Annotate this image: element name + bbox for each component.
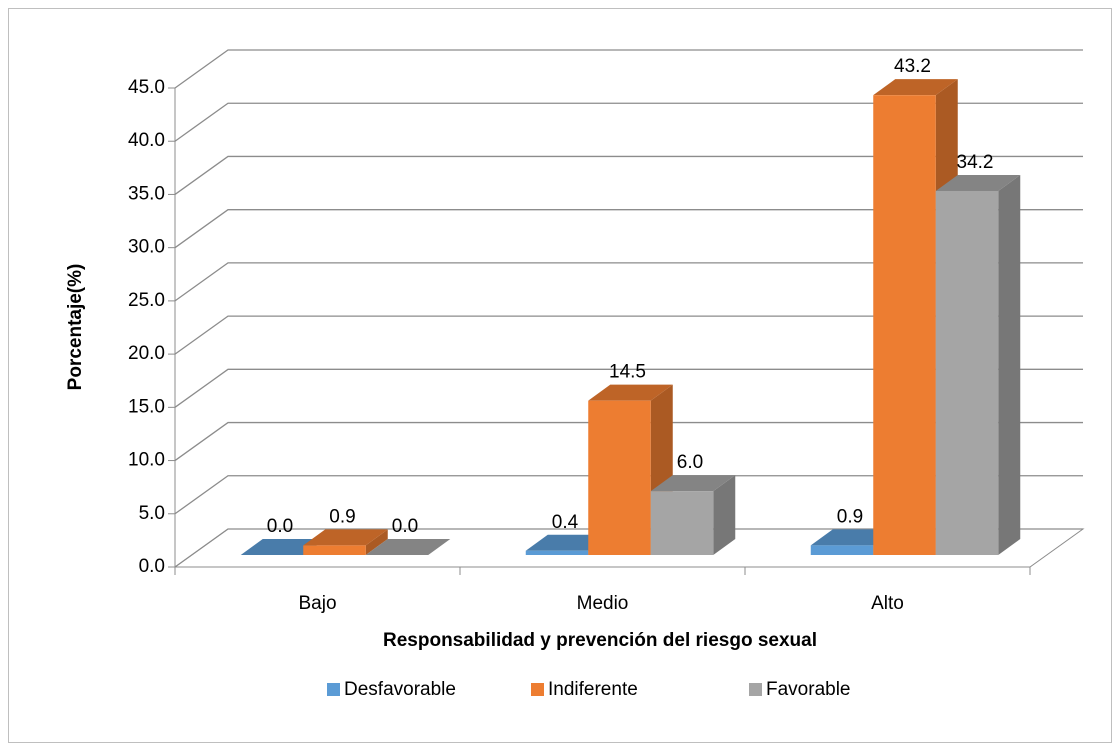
legend-label: Indiferente	[548, 679, 638, 700]
legend-label: Favorable	[766, 679, 851, 700]
bar	[365, 539, 451, 555]
bar-top	[303, 529, 388, 546]
grid-line	[174, 315, 1083, 355]
value-label: 6.0	[677, 452, 703, 473]
grid-line	[174, 49, 1083, 89]
bar-front	[525, 550, 589, 555]
bar-side	[713, 475, 736, 555]
value-label: 0.0	[267, 516, 293, 537]
bar-front	[935, 190, 999, 555]
bar-top	[873, 79, 958, 96]
y-tick-label: 15.0	[128, 396, 165, 417]
grid-line	[174, 155, 1083, 195]
grid-line	[174, 102, 1083, 142]
bar-top	[650, 475, 736, 492]
legend-swatch	[531, 683, 544, 696]
value-label: 0.4	[552, 512, 579, 533]
bar-front	[810, 545, 874, 555]
y-tick-label: 30.0	[128, 237, 165, 258]
y-axis-title: Porcentaje(%)	[65, 264, 86, 391]
value-label: 34.2	[957, 152, 994, 173]
bar	[650, 475, 736, 555]
y-tick-label: 35.0	[128, 183, 165, 204]
value-label: 0.0	[392, 516, 418, 537]
bar-side	[998, 174, 1021, 555]
legend-swatch	[327, 683, 340, 696]
grid-line	[174, 209, 1083, 249]
value-label: 43.2	[894, 56, 931, 77]
x-tick-label: Medio	[577, 593, 629, 614]
y-tick-label: 20.0	[128, 343, 165, 364]
y-tick-label: 0.0	[139, 556, 165, 577]
bar-front	[650, 491, 714, 555]
legend-label: Desfavorable	[344, 679, 456, 700]
grid-line	[174, 528, 1083, 568]
bar-side	[365, 529, 388, 555]
bar	[303, 529, 388, 555]
y-tick-label: 5.0	[139, 503, 165, 524]
bar-top	[365, 539, 451, 555]
grid-line	[174, 475, 1083, 515]
y-tick-label: 45.0	[128, 77, 165, 98]
value-label: 0.9	[837, 506, 863, 527]
bar-front	[588, 400, 651, 555]
bar-top	[935, 174, 1021, 191]
x-tick-label: Alto	[871, 593, 904, 614]
y-tick-label: 25.0	[128, 290, 165, 311]
value-label: 14.5	[609, 362, 646, 383]
bar	[935, 174, 1021, 555]
grid-line	[174, 368, 1083, 408]
grid-line	[174, 262, 1083, 302]
y-tick-label: 10.0	[128, 450, 165, 471]
legend-swatch	[749, 683, 762, 696]
grid-line	[174, 421, 1083, 462]
bar-top	[588, 384, 673, 401]
y-tick-label: 40.0	[128, 130, 165, 151]
value-label: 0.9	[329, 506, 355, 527]
bar-front	[303, 545, 366, 555]
bar-front	[873, 95, 936, 555]
x-axis-title: Responsabilidad y prevención del riesgo …	[383, 630, 817, 651]
x-tick-label: Bajo	[298, 593, 336, 614]
